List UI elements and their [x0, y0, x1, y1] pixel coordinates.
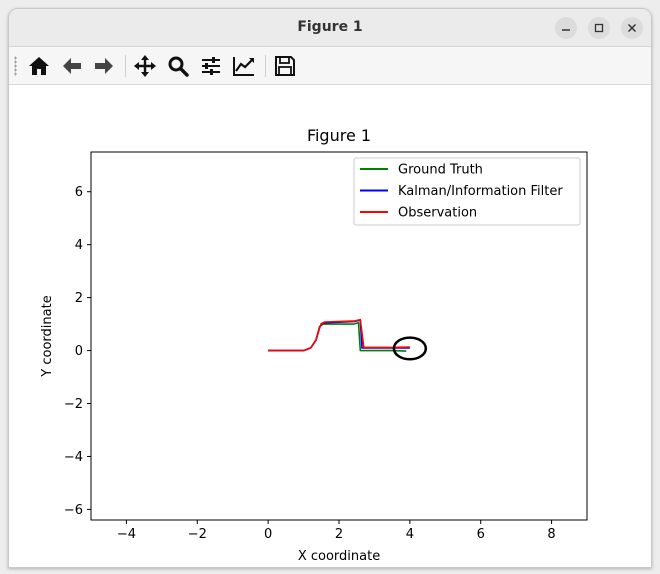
home-icon — [29, 57, 49, 75]
legend: Ground Truth Kalman/Information Filter Obs… — [353, 157, 581, 226]
figure-window: Figure 1 — [8, 8, 652, 568]
legend-label: Observation — [398, 206, 477, 221]
toolbar-separator — [125, 55, 126, 77]
zoom-icon — [168, 56, 189, 77]
x-tick-label: 6 — [477, 527, 485, 542]
back-arrow-icon — [63, 58, 81, 74]
back-button[interactable] — [58, 52, 86, 80]
forward-arrow-icon — [95, 58, 113, 74]
x-tick-label: −4 — [117, 527, 136, 542]
x-tick-label: 2 — [335, 527, 343, 542]
minimize-button[interactable] — [555, 17, 577, 39]
figure-canvas[interactable]: Figure 1 −4 −2 0 2 4 6 8 −6 −4 −2 0 2 4 6 X coordinat… — [9, 85, 651, 567]
legend-label: Ground Truth — [398, 163, 483, 178]
configure-subplots-icon — [202, 57, 220, 75]
estimate-covariance-ellipse — [392, 336, 428, 361]
series-group — [268, 318, 410, 352]
navigation-toolbar — [9, 47, 651, 85]
home-button[interactable] — [25, 52, 53, 80]
y-axis-label: Y coordinate — [40, 295, 55, 377]
tick-group: −4 −2 0 2 4 6 8 −6 −4 −2 0 2 4 6 — [64, 185, 556, 542]
edit-axis-icon — [233, 57, 254, 76]
toolbar-grip[interactable] — [14, 56, 17, 76]
y-tick-label: 2 — [75, 291, 83, 306]
y-tick-label: −2 — [64, 397, 83, 412]
chart-title: Figure 1 — [307, 126, 371, 145]
save-icon — [275, 56, 295, 76]
maximize-button[interactable] — [588, 17, 610, 39]
y-tick-label: −6 — [64, 503, 83, 518]
legend-label: Kalman/Information Filter — [398, 184, 563, 199]
window-title: Figure 1 — [297, 19, 363, 35]
pan-button[interactable] — [131, 52, 159, 80]
x-tick-label: 4 — [406, 527, 414, 542]
edit-axis-button[interactable] — [230, 52, 258, 80]
legend-box — [353, 157, 581, 226]
forward-button[interactable] — [90, 52, 118, 80]
configure-subplots-button[interactable] — [197, 52, 225, 80]
y-tick-label: 6 — [75, 185, 83, 200]
y-tick-label: 0 — [75, 344, 83, 359]
series-line-observation — [268, 318, 410, 352]
minimize-icon — [562, 29, 570, 31]
pan-icon — [134, 55, 156, 77]
x-tick-label: 0 — [264, 527, 272, 542]
close-icon — [627, 23, 637, 33]
zoom-button[interactable] — [164, 52, 192, 80]
close-button[interactable] — [621, 17, 643, 39]
x-axis-label: X coordinate — [298, 549, 380, 564]
toolbar-separator — [265, 55, 266, 77]
y-tick-label: −4 — [64, 450, 83, 465]
save-button[interactable] — [271, 52, 299, 80]
x-tick-label: −2 — [188, 527, 207, 542]
maximize-icon — [594, 23, 604, 33]
plot-area[interactable]: Figure 1 −4 −2 0 2 4 6 8 −6 −4 −2 0 2 4 6 X coordinat… — [9, 85, 651, 567]
title-bar: Figure 1 — [9, 9, 651, 47]
x-tick-label: 8 — [547, 527, 555, 542]
y-tick-label: 4 — [75, 238, 83, 253]
